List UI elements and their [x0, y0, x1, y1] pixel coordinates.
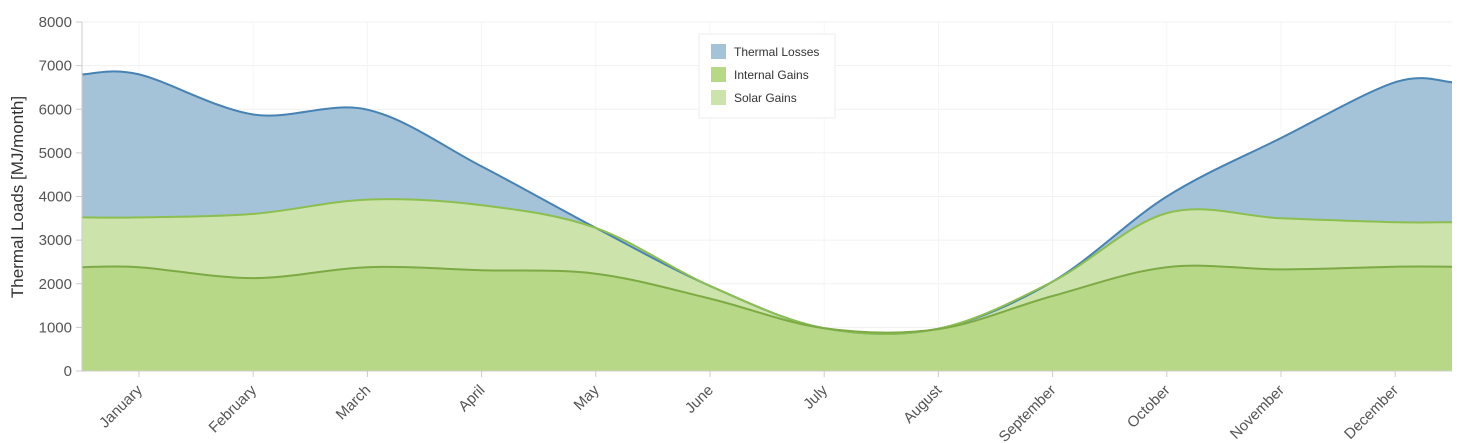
legend-swatch-internal-gains: [711, 67, 726, 82]
x-tick-label-december: December: [1341, 382, 1402, 443]
x-tick-label-february: February: [206, 381, 261, 436]
series-lines: [81, 70, 1453, 336]
area-internal-gains: [82, 265, 1452, 371]
areas: [82, 71, 1452, 372]
x-tick-label-june: June: [682, 382, 717, 417]
x-ticks: January February March April May June July Augu…: [96, 371, 1402, 443]
x-tick-label-july: July: [800, 381, 831, 412]
x-tick-label-may: May: [571, 381, 603, 413]
legend-swatch-thermal-losses: [711, 44, 726, 59]
x-tick-label-september: September: [996, 382, 1060, 443]
x-tick-label-november: November: [1227, 382, 1288, 443]
x-tick-label-march: March: [333, 382, 374, 423]
line-internal-gains: [81, 264, 1453, 334]
y-tick-label: 1000: [39, 319, 72, 336]
legend-label-thermal-losses: Thermal Losses: [734, 45, 819, 59]
y-tick-label: 0: [64, 363, 72, 380]
x-tick-label-april: April: [455, 382, 488, 415]
y-tick-label: 2000: [39, 276, 72, 293]
legend: Thermal Losses Internal Gains Solar Gain…: [698, 33, 836, 119]
line-solar-gains: [81, 198, 1453, 336]
x-tick-label-january: January: [96, 381, 146, 431]
y-tick-label: 4000: [39, 189, 72, 206]
y-tick-label: 3000: [39, 232, 72, 249]
y-tick-label: 7000: [39, 58, 72, 75]
legend-swatch-solar-gains: [711, 90, 726, 105]
y-axis-title: Thermal Loads [MJ/month]: [8, 96, 27, 298]
legend-label-solar-gains: Solar Gains: [734, 91, 797, 105]
x-tick-label-october: October: [1124, 382, 1174, 432]
x-tick-label-august: August: [900, 381, 946, 427]
legend-label-internal-gains: Internal Gains: [734, 68, 809, 82]
y-tick-label: 6000: [39, 101, 72, 118]
y-tick-label: 8000: [39, 14, 72, 31]
y-ticks: 0 1000 2000 3000 4000 5000 6000 7000 8000: [39, 14, 82, 380]
y-tick-label: 5000: [39, 145, 72, 162]
